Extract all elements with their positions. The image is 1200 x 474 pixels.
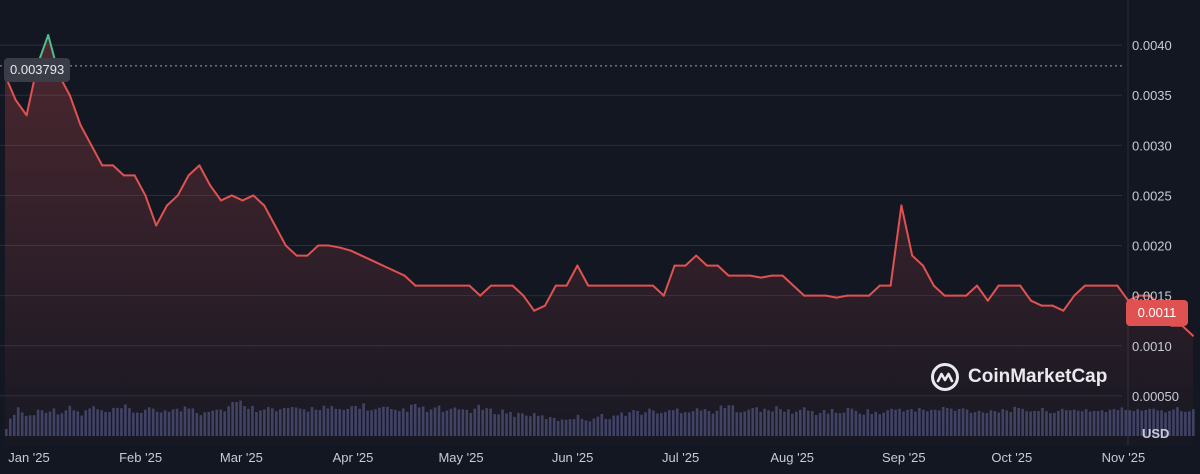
price-segment — [522, 294, 536, 312]
price-segment — [1051, 304, 1065, 312]
price-segment — [684, 254, 698, 267]
price-segment — [986, 284, 1000, 302]
current-price-badge: 0.0011 — [1126, 300, 1188, 326]
x-tick-label: Nov '25 — [1102, 450, 1146, 465]
price-segment — [392, 269, 406, 277]
price-area-fill — [5, 35, 1193, 446]
price-segment — [144, 194, 158, 227]
price-segment — [155, 204, 168, 227]
price-segment — [371, 259, 384, 267]
x-tick-label: Feb '25 — [119, 450, 162, 465]
x-tick-label: Sep '25 — [882, 450, 926, 465]
price-segment — [1181, 324, 1194, 337]
price-segment — [79, 124, 93, 147]
price-segment — [338, 246, 352, 252]
x-tick-label: Mar '25 — [220, 450, 263, 465]
x-axis-ticks: Jan '25 Feb '25 Mar '25 Apr '25 May '25 Jun '… — [8, 450, 1145, 465]
price-segment — [760, 274, 773, 279]
price-segment — [274, 224, 287, 247]
price-segment — [695, 254, 708, 267]
price-segment — [133, 174, 147, 197]
reference-price-label: 0.003793 — [4, 58, 71, 82]
price-segment — [652, 284, 665, 297]
y-tick-label: 0.0025 — [1132, 188, 1172, 203]
price-segment — [112, 164, 125, 177]
price-segment — [911, 254, 924, 267]
price-segment — [781, 274, 795, 287]
price-segment — [252, 194, 266, 207]
price-segment — [835, 294, 849, 299]
price-segment — [349, 249, 363, 257]
price-segment — [198, 164, 212, 187]
price-segment — [824, 294, 838, 299]
coinmarketcap-logo-icon — [931, 363, 959, 391]
price-segment — [533, 304, 546, 312]
price-segment — [68, 94, 82, 127]
price-segment — [241, 194, 255, 202]
price-segment — [1019, 284, 1032, 302]
y-tick-label: 0.0040 — [1132, 38, 1172, 53]
price-segment — [1116, 284, 1130, 302]
price-segment — [166, 194, 179, 207]
currency-unit-label: USD — [1142, 426, 1169, 441]
x-tick-label: Jun '25 — [552, 450, 594, 465]
y-tick-label: 0.0020 — [1132, 239, 1172, 254]
price-segment — [922, 264, 935, 287]
y-tick-label: 0.00050 — [1132, 389, 1179, 404]
x-tick-label: Jan '25 — [8, 450, 50, 465]
price-segment — [382, 264, 395, 272]
x-tick-label: May '25 — [438, 450, 483, 465]
price-segment — [662, 264, 676, 297]
price-segment — [220, 194, 233, 202]
price-segment — [468, 284, 482, 297]
price-segment — [749, 274, 762, 279]
price-segment — [479, 284, 492, 297]
price-segment — [565, 264, 579, 287]
price-segment — [328, 244, 341, 249]
y-tick-label: 0.0030 — [1132, 138, 1172, 153]
watermark-brand-text: CoinMarketCap — [968, 366, 1108, 387]
price-segment — [403, 274, 417, 287]
price-segment — [176, 174, 190, 197]
price-segment — [187, 164, 201, 177]
x-tick-label: Aug '25 — [770, 450, 814, 465]
price-segment — [900, 204, 914, 257]
price-segment — [1073, 284, 1086, 297]
price-segment — [14, 99, 28, 117]
price-segment — [576, 264, 590, 287]
price-segment — [1127, 294, 1140, 302]
price-segment — [511, 284, 525, 297]
price-segment — [306, 244, 320, 257]
price-segment — [263, 204, 276, 227]
price-line — [4, 34, 1194, 337]
price-segment — [976, 284, 989, 302]
y-tick-label: 0.0035 — [1132, 88, 1172, 103]
price-segment — [792, 284, 806, 297]
price-segment — [209, 184, 222, 202]
price-segment — [544, 284, 557, 307]
y-tick-label: 0.0015 — [1132, 289, 1172, 304]
price-segment — [360, 254, 374, 262]
x-tick-label: Jul '25 — [662, 450, 699, 465]
price-segment — [1062, 294, 1076, 312]
y-axis-ticks: 0.0040 0.0035 0.0030 0.0025 0.0020 0.0015 0.00… — [1132, 38, 1179, 404]
price-segment — [868, 284, 881, 297]
price-segment — [90, 144, 104, 167]
price-segment — [932, 284, 946, 297]
x-tick-label: Apr '25 — [333, 450, 374, 465]
price-segment — [965, 284, 978, 297]
volume-bar — [1192, 409, 1195, 436]
price-segment — [1030, 299, 1043, 307]
price-segment — [889, 204, 903, 287]
y-tick-label: 0.0010 — [1132, 339, 1172, 354]
coinmarketcap-watermark: CoinMarketCap — [930, 362, 1107, 392]
price-segment — [716, 264, 730, 277]
price-segment — [230, 194, 244, 202]
x-tick-label: Oct '25 — [991, 450, 1032, 465]
price-segment — [284, 244, 298, 257]
